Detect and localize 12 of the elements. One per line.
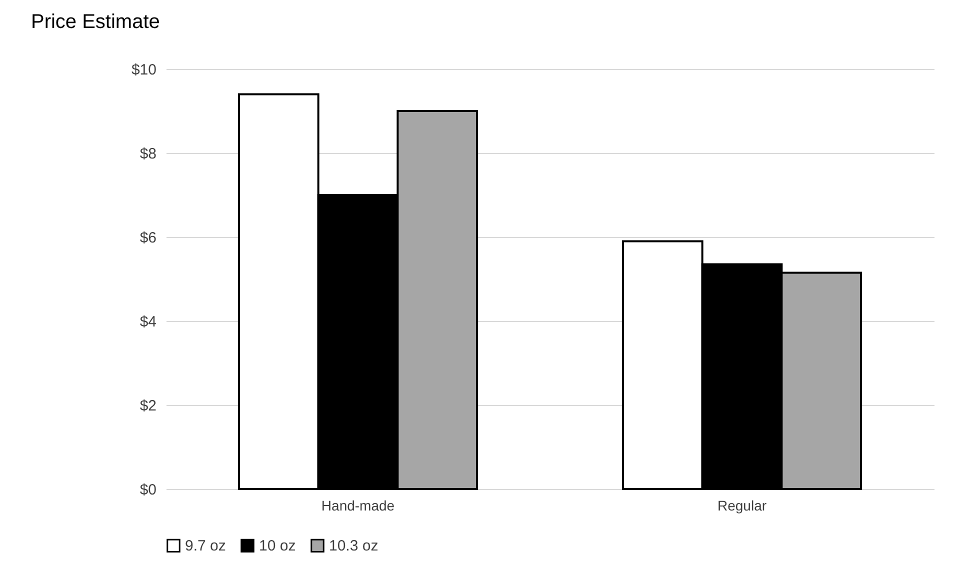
legend-label: 10.3 oz [329, 538, 378, 555]
x-tick-label: Hand-made [321, 498, 395, 514]
y-tick-label: $0 [140, 482, 156, 498]
y-tick-label: $8 [140, 146, 156, 162]
legend-label: 9.7 oz [185, 538, 226, 555]
y-tick-label: $2 [140, 398, 156, 414]
legend-label: 10 oz [259, 538, 296, 555]
y-tick-label: $10 [131, 62, 156, 78]
y-tick-label: $4 [140, 314, 156, 330]
chart-title: Price Estimate [30, 11, 160, 33]
y-tick-label: $6 [140, 230, 156, 246]
x-tick-label: Regular [717, 498, 767, 514]
